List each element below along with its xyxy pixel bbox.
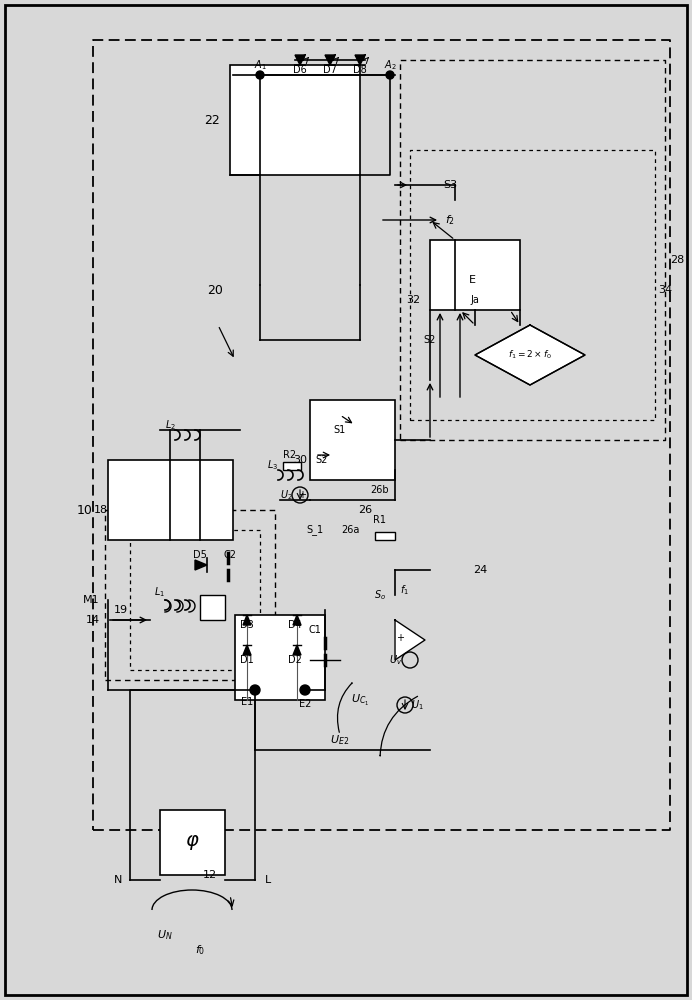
Text: $U_{E2}$: $U_{E2}$ [330, 733, 349, 747]
Polygon shape [293, 615, 301, 625]
FancyBboxPatch shape [200, 595, 225, 620]
Text: $\mathit{\varphi}$: $\mathit{\varphi}$ [185, 834, 199, 852]
Text: 28: 28 [670, 255, 684, 265]
Text: C1: C1 [309, 625, 322, 635]
Text: 10: 10 [77, 504, 93, 516]
Text: $f_1$: $f_1$ [401, 583, 410, 597]
Polygon shape [355, 55, 365, 65]
Text: D7: D7 [323, 65, 337, 75]
Text: M1: M1 [83, 595, 100, 605]
Polygon shape [195, 560, 207, 570]
Text: D3: D3 [240, 620, 254, 630]
Text: +: + [396, 633, 404, 643]
Text: $L_3$: $L_3$ [267, 458, 279, 472]
Text: 14: 14 [86, 615, 100, 625]
Text: $L_2$: $L_2$ [165, 418, 176, 432]
Polygon shape [293, 645, 301, 655]
Text: D4: D4 [288, 620, 302, 630]
Text: $S_o$: $S_o$ [374, 588, 386, 602]
Text: $A_1$: $A_1$ [253, 58, 266, 72]
Text: 26b: 26b [371, 485, 390, 495]
FancyBboxPatch shape [430, 240, 520, 310]
Polygon shape [295, 55, 305, 65]
Text: S2: S2 [424, 335, 436, 345]
Text: E: E [468, 275, 475, 285]
Text: 18: 18 [94, 505, 108, 515]
FancyBboxPatch shape [230, 65, 360, 175]
Text: 34: 34 [658, 285, 672, 295]
Polygon shape [243, 645, 251, 655]
Text: $L_1$: $L_1$ [154, 585, 165, 599]
Text: R1: R1 [374, 515, 387, 525]
Text: $U_2$: $U_2$ [280, 488, 292, 502]
Circle shape [300, 685, 310, 695]
Text: $f_2$: $f_2$ [445, 213, 455, 227]
Text: 26a: 26a [341, 525, 359, 535]
Polygon shape [243, 615, 251, 625]
Text: 19: 19 [114, 605, 128, 615]
Text: 22: 22 [204, 113, 220, 126]
Text: S2: S2 [315, 455, 327, 465]
Text: $A_2$: $A_2$ [383, 58, 397, 72]
Text: L: L [265, 875, 271, 885]
Text: 20: 20 [207, 284, 223, 296]
Text: C2: C2 [224, 550, 237, 560]
Text: $U_N$: $U_N$ [157, 928, 173, 942]
FancyArrowPatch shape [338, 683, 352, 732]
FancyBboxPatch shape [283, 462, 301, 470]
Text: 26: 26 [358, 505, 372, 515]
Text: 32: 32 [406, 295, 420, 305]
Text: D5: D5 [193, 550, 207, 560]
FancyBboxPatch shape [235, 615, 325, 700]
Polygon shape [395, 620, 425, 660]
Text: $f_0$: $f_0$ [195, 943, 205, 957]
Text: 30: 30 [293, 455, 307, 465]
Text: Ja: Ja [471, 295, 480, 305]
Circle shape [256, 71, 264, 79]
Text: 24: 24 [473, 565, 487, 575]
Text: +: + [298, 490, 306, 500]
FancyBboxPatch shape [375, 532, 395, 540]
Text: D2: D2 [288, 655, 302, 665]
Text: 12: 12 [203, 870, 217, 880]
Text: N: N [113, 875, 122, 885]
Circle shape [386, 71, 394, 79]
FancyBboxPatch shape [160, 810, 225, 875]
Text: S1: S1 [334, 425, 346, 435]
FancyBboxPatch shape [310, 400, 395, 480]
Text: $U_1$: $U_1$ [410, 698, 424, 712]
Text: D1: D1 [240, 655, 254, 665]
Text: S_1: S_1 [307, 525, 324, 535]
FancyArrowPatch shape [380, 696, 417, 756]
Text: E1: E1 [241, 697, 253, 707]
Text: D6: D6 [293, 65, 307, 75]
Text: S3: S3 [443, 180, 457, 190]
Text: $U_v$: $U_v$ [390, 653, 403, 667]
Circle shape [250, 685, 260, 695]
Text: $f_1=2\times f_0$: $f_1=2\times f_0$ [508, 349, 552, 361]
Text: R2: R2 [284, 450, 297, 460]
Polygon shape [475, 325, 585, 385]
Polygon shape [325, 55, 335, 65]
Text: $U_{C_1}$: $U_{C_1}$ [351, 692, 370, 708]
FancyBboxPatch shape [108, 460, 233, 540]
Text: E2: E2 [299, 699, 311, 709]
Text: D8: D8 [353, 65, 367, 75]
